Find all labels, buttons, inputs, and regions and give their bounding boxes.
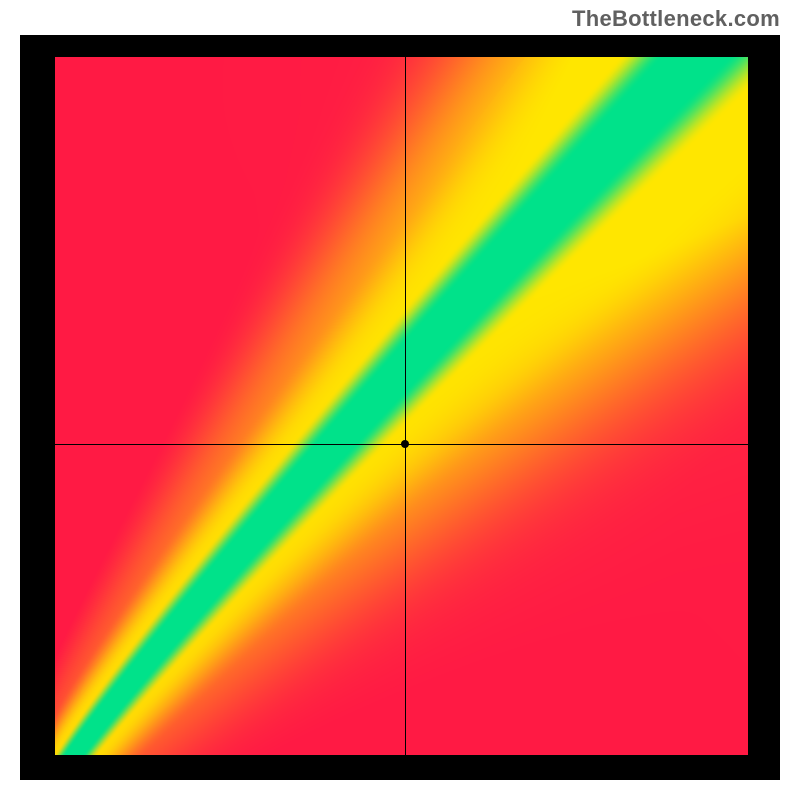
- plot-area: [55, 57, 748, 755]
- chart-container: TheBottleneck.com: [0, 0, 800, 800]
- marker-dot: [401, 440, 409, 448]
- watermark-text: TheBottleneck.com: [572, 6, 780, 32]
- crosshair-vertical: [405, 57, 406, 755]
- chart-frame: [20, 35, 780, 780]
- heatmap-canvas: [55, 57, 748, 755]
